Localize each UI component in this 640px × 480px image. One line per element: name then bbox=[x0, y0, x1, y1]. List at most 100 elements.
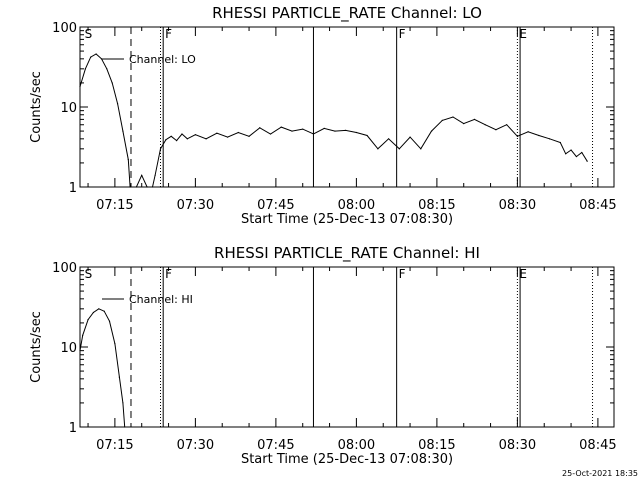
series-point bbox=[118, 376, 120, 378]
series-point bbox=[98, 308, 100, 310]
series-point bbox=[345, 129, 347, 131]
x-axis-label: Start Time (25-Dec-13 07:08:30) bbox=[241, 452, 453, 467]
series-point bbox=[87, 319, 89, 321]
series-point bbox=[82, 334, 84, 336]
series-point bbox=[248, 135, 250, 137]
series-point bbox=[226, 136, 229, 138]
series-point bbox=[186, 138, 188, 140]
x-axis-label: Start Time (25-Dec-13 07:08:30) bbox=[241, 212, 453, 227]
series-point bbox=[269, 133, 272, 135]
series-point bbox=[538, 134, 540, 137]
series-point bbox=[302, 128, 304, 130]
series-point bbox=[323, 127, 325, 130]
series-point bbox=[116, 103, 119, 105]
series-point bbox=[106, 68, 108, 70]
series-point bbox=[527, 131, 529, 133]
event-marker-label: S bbox=[85, 27, 93, 41]
series-point bbox=[122, 130, 124, 132]
x-tick-label: 07:15 bbox=[96, 438, 133, 453]
series-point bbox=[430, 130, 433, 132]
event-marker-label: F bbox=[399, 27, 406, 41]
series-point bbox=[291, 130, 293, 132]
y-tick-label: 10 bbox=[60, 101, 77, 116]
series-point bbox=[135, 186, 137, 188]
x-tick-label: 07:45 bbox=[257, 198, 294, 213]
series-point bbox=[398, 148, 400, 150]
series-point bbox=[100, 58, 103, 60]
series-point bbox=[79, 350, 81, 352]
series-point bbox=[165, 139, 167, 141]
series-point bbox=[463, 123, 465, 125]
event-marker-label: S bbox=[85, 267, 93, 281]
y-tick-label: 1 bbox=[69, 181, 77, 196]
x-tick-label: 08:45 bbox=[579, 198, 616, 213]
series-point bbox=[334, 130, 336, 132]
x-tick-label: 08:30 bbox=[499, 438, 536, 453]
series-point bbox=[280, 126, 282, 128]
series-point bbox=[95, 53, 97, 55]
series-point bbox=[559, 141, 561, 144]
x-tick-label: 08:15 bbox=[418, 438, 455, 453]
series-point bbox=[129, 186, 131, 188]
chart-title: RHESSI PARTICLE_RATE Channel: LO bbox=[212, 4, 482, 23]
series-point bbox=[506, 124, 508, 126]
event-marker-label: E bbox=[519, 27, 527, 41]
y-tick-label: 100 bbox=[52, 261, 77, 276]
series-point bbox=[570, 149, 572, 151]
y-tick-label: 10 bbox=[60, 341, 77, 356]
series-point bbox=[127, 159, 129, 161]
series-point bbox=[92, 311, 95, 314]
series-point bbox=[151, 186, 154, 188]
y-tick-label: 1 bbox=[69, 421, 77, 436]
series-point bbox=[141, 174, 143, 176]
series-point bbox=[111, 82, 113, 84]
series-point bbox=[586, 160, 588, 162]
series-point bbox=[420, 148, 422, 150]
series-point bbox=[312, 133, 315, 135]
event-marker-label: F bbox=[165, 27, 172, 41]
series-point bbox=[355, 131, 357, 134]
series-point bbox=[259, 127, 261, 129]
series-point bbox=[159, 148, 162, 150]
series-point bbox=[387, 138, 390, 140]
y-axis-label: Counts/sec bbox=[29, 71, 44, 143]
series-point bbox=[441, 119, 443, 121]
series-line bbox=[79, 308, 126, 428]
series-point bbox=[176, 140, 178, 142]
series-point bbox=[205, 138, 207, 140]
x-tick-label: 08:45 bbox=[579, 438, 616, 453]
y-tick-label: 100 bbox=[52, 21, 77, 36]
series-point bbox=[377, 148, 379, 150]
chart-panel-lo: RHESSI PARTICLE_RATE Channel: LO 1 10 100 07… bbox=[29, 4, 617, 227]
x-tick-label: 08:15 bbox=[418, 198, 455, 213]
series-point bbox=[484, 124, 486, 126]
series-point bbox=[495, 129, 497, 131]
series-point bbox=[216, 132, 218, 134]
footer-timestamp-text: 25-Oct-2021 18:35 bbox=[562, 469, 638, 478]
series-point bbox=[409, 136, 411, 138]
event-marker-label: E bbox=[519, 267, 527, 281]
series-point bbox=[452, 116, 454, 118]
x-tick-label: 07:30 bbox=[177, 438, 214, 453]
event-marker-label: F bbox=[165, 267, 172, 281]
x-tick-label: 08:30 bbox=[499, 198, 536, 213]
x-tick-label: 08:00 bbox=[338, 438, 375, 453]
series-point bbox=[114, 343, 116, 345]
series-point bbox=[124, 426, 126, 428]
series-point bbox=[84, 68, 86, 70]
x-tick-label: 07:45 bbox=[257, 438, 294, 453]
series-point bbox=[366, 134, 368, 137]
series-point bbox=[90, 56, 92, 58]
legend-label: Channel: HI bbox=[129, 293, 193, 306]
series-point bbox=[146, 186, 148, 188]
series-point bbox=[548, 138, 551, 140]
series-point bbox=[79, 85, 81, 88]
series-point bbox=[473, 118, 476, 120]
series-point bbox=[154, 174, 156, 176]
series-point bbox=[565, 153, 567, 155]
series-line bbox=[79, 53, 588, 188]
chart-panel-hi: RHESSI PARTICLE_RATE Channel: HI 1 10 100 07… bbox=[29, 244, 617, 467]
series-point bbox=[194, 134, 196, 136]
chart-title: RHESSI PARTICLE_RATE Channel: HI bbox=[214, 244, 480, 263]
